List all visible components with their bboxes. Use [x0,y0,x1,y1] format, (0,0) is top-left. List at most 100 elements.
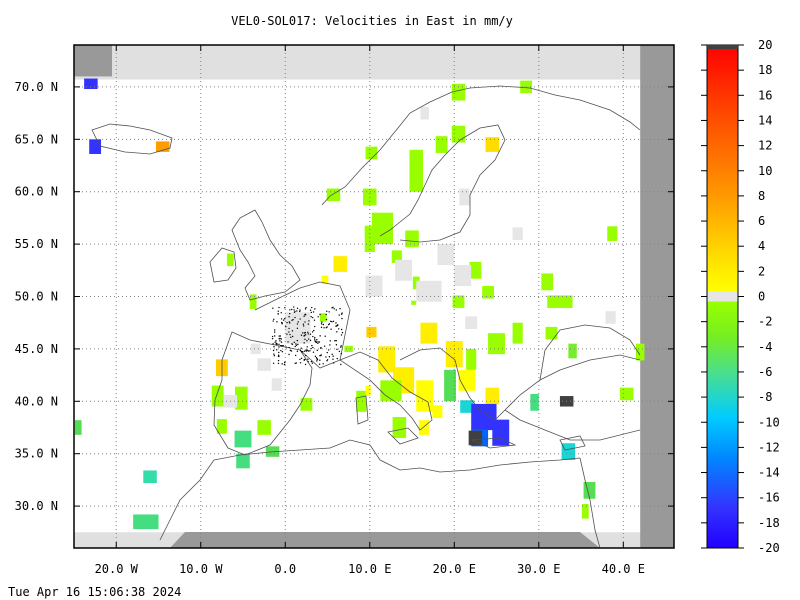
station-dot [272,349,275,352]
station-dot [277,362,280,365]
station-dot [335,309,337,311]
y-tick-label: 65.0 N [15,132,58,146]
station-dot [287,341,289,343]
y-tick-label: 55.0 N [15,237,58,251]
station-dot [307,323,310,325]
station-dot [280,318,283,320]
velocity-cell [395,259,413,281]
station-dot [314,355,317,358]
velocity-cell [371,212,394,245]
coastline-france [254,281,351,369]
station-dot [299,349,302,351]
station-dot [314,308,316,310]
colorbar-tick-label: -10 [758,415,780,429]
station-dot [317,342,319,344]
station-dot [281,363,283,365]
station-dot [325,313,327,316]
station-dot [340,345,342,347]
station-dot [280,341,283,343]
velocity-cell [365,146,378,160]
station-dot [304,321,306,323]
velocity-cell [84,78,98,90]
station-dot [304,338,306,340]
station-dot [313,338,316,340]
station-dot [325,356,327,358]
station-dot [291,335,294,338]
station-dot [311,362,314,364]
station-dot [318,363,321,365]
station-dot [307,358,309,360]
station-dot [340,334,343,336]
velocity-cell [512,322,523,344]
station-dot [281,323,283,325]
station-dot [331,353,333,356]
colorbar-tick-label: 10 [758,164,772,178]
station-dot [280,338,282,340]
velocity-cell [432,405,443,419]
velocity-cell [416,280,442,302]
station-dot [297,321,299,323]
station-dot [300,357,303,360]
station-dot [307,350,310,352]
station-dot [330,320,332,323]
station-dot [326,351,328,354]
station-dot [278,351,280,354]
station-dot [272,362,275,364]
station-dot [307,360,309,363]
station-dot [325,327,327,329]
station-dot [289,309,291,311]
station-dot [319,355,321,357]
colorbar-tick-label: 0 [758,290,765,304]
station-dot [329,340,331,342]
velocity-cell [607,226,618,241]
station-dot [276,321,278,323]
station-dot [318,341,321,343]
velocity-cell [143,470,157,484]
station-dot [272,320,274,322]
station-dot [293,306,295,308]
station-dot [310,311,313,314]
station-dot [310,360,313,363]
station-dot [294,316,296,319]
coastline-sardinia [355,395,369,425]
y-tick-label: 45.0 N [15,342,58,356]
station-dot [303,350,306,352]
colorbar-tick-label: -18 [758,516,780,530]
station-dot [284,307,286,309]
velocity-cell [250,343,261,355]
station-dot [312,351,315,353]
coastline-italy [339,351,433,431]
colorbar-tick-label: -20 [758,541,780,555]
station-dot [338,314,340,316]
station-dot [277,313,279,315]
station-dot [316,360,318,362]
coastline-ireland [209,247,237,283]
station-dot [316,349,319,352]
station-dot [302,332,304,334]
station-dot [320,346,322,349]
colorbar-tick-label: -6 [758,365,772,379]
station-dot [309,350,311,352]
x-tick-label: 10.0 E [348,562,391,576]
colorbar-tick-label: 4 [758,239,765,253]
station-dot [306,346,308,348]
station-dot [307,338,310,340]
station-dot [285,326,287,328]
station-dot [331,307,333,309]
velocity-cell [444,369,456,402]
station-dot [288,353,290,356]
station-dot [277,310,280,312]
station-dot [286,321,288,324]
velocity-cell [226,253,234,267]
station-dot [282,319,285,321]
x-tick-label: 20.0 W [95,562,139,576]
velocity-cell [133,514,159,530]
velocity-cell [89,139,102,154]
velocity-cell [482,286,494,299]
colorbar-tick-label: 12 [758,139,772,153]
velocity-cell [635,343,645,361]
station-dot [273,318,275,321]
station-dot [300,347,302,349]
station-dot [309,333,312,335]
